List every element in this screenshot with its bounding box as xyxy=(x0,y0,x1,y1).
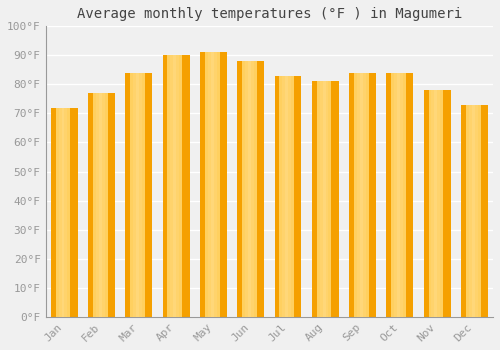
Bar xyxy=(472,105,474,317)
Bar xyxy=(280,76,282,317)
Bar xyxy=(136,73,139,317)
Bar xyxy=(357,73,360,317)
Bar xyxy=(274,76,301,317)
Bar xyxy=(205,52,220,317)
Bar xyxy=(466,105,480,317)
Bar xyxy=(64,108,68,317)
Bar xyxy=(363,73,366,317)
Bar xyxy=(354,73,368,317)
Bar xyxy=(210,52,214,317)
Bar xyxy=(51,108,78,317)
Bar xyxy=(434,90,438,317)
Bar xyxy=(428,90,432,317)
Bar xyxy=(248,61,251,317)
Bar xyxy=(174,55,176,317)
Bar xyxy=(242,61,245,317)
Bar xyxy=(403,73,406,317)
Bar xyxy=(93,93,96,317)
Bar xyxy=(200,52,227,317)
Bar xyxy=(208,52,210,317)
Bar xyxy=(68,108,70,317)
Title: Average monthly temperatures (°F ) in Magumeri: Average monthly temperatures (°F ) in Ma… xyxy=(76,7,462,21)
Bar xyxy=(366,73,368,317)
Bar xyxy=(312,82,338,317)
Bar xyxy=(474,105,478,317)
Bar xyxy=(286,76,288,317)
Bar xyxy=(322,82,326,317)
Bar xyxy=(102,93,104,317)
Bar xyxy=(126,73,152,317)
Bar xyxy=(461,105,488,317)
Bar xyxy=(168,55,182,317)
Bar xyxy=(56,108,70,317)
Bar xyxy=(394,73,397,317)
Bar xyxy=(291,76,294,317)
Bar xyxy=(216,52,220,317)
Bar xyxy=(130,73,133,317)
Bar xyxy=(162,55,190,317)
Bar xyxy=(58,108,61,317)
Bar xyxy=(142,73,145,317)
Bar xyxy=(288,76,291,317)
Bar xyxy=(205,52,208,317)
Bar xyxy=(428,90,444,317)
Bar xyxy=(282,76,286,317)
Bar xyxy=(168,55,170,317)
Bar xyxy=(469,105,472,317)
Bar xyxy=(328,82,332,317)
Bar xyxy=(360,73,363,317)
Bar xyxy=(251,61,254,317)
Bar xyxy=(424,90,450,317)
Bar xyxy=(180,55,182,317)
Bar xyxy=(237,61,264,317)
Bar xyxy=(93,93,108,317)
Bar xyxy=(254,61,257,317)
Bar xyxy=(466,105,469,317)
Bar xyxy=(130,73,145,317)
Bar xyxy=(104,93,108,317)
Bar xyxy=(245,61,248,317)
Bar xyxy=(99,93,102,317)
Bar xyxy=(56,108,58,317)
Bar xyxy=(280,76,294,317)
Bar xyxy=(400,73,403,317)
Bar xyxy=(391,73,394,317)
Bar xyxy=(326,82,328,317)
Bar xyxy=(242,61,257,317)
Bar xyxy=(386,73,413,317)
Bar xyxy=(391,73,406,317)
Bar xyxy=(133,73,136,317)
Bar xyxy=(316,82,320,317)
Bar xyxy=(397,73,400,317)
Bar xyxy=(349,73,376,317)
Bar xyxy=(88,93,115,317)
Bar xyxy=(438,90,440,317)
Bar xyxy=(320,82,322,317)
Bar xyxy=(170,55,173,317)
Bar xyxy=(62,108,64,317)
Bar xyxy=(440,90,444,317)
Bar xyxy=(139,73,142,317)
Bar xyxy=(478,105,480,317)
Bar xyxy=(96,93,99,317)
Bar xyxy=(176,55,180,317)
Bar xyxy=(316,82,332,317)
Bar xyxy=(432,90,434,317)
Bar xyxy=(214,52,216,317)
Bar xyxy=(354,73,357,317)
